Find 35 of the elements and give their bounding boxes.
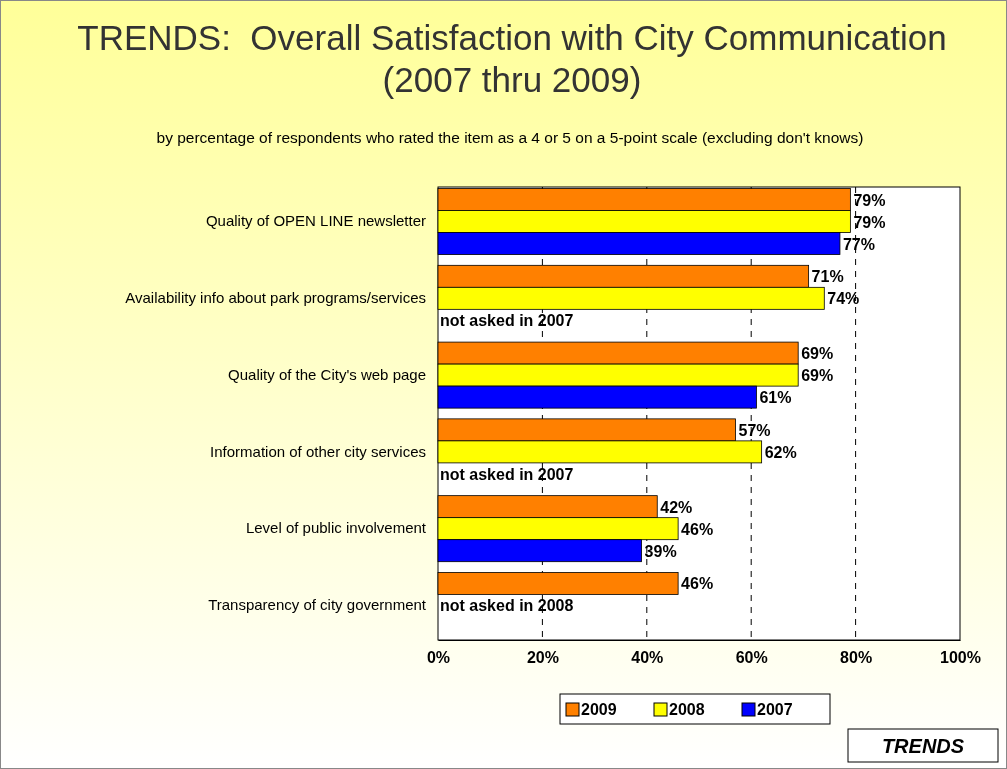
data-label: 57% — [738, 421, 771, 439]
y-tick-label: Information of other city services — [210, 442, 426, 460]
data-label: 62% — [764, 443, 797, 461]
data-label: 39% — [644, 542, 677, 560]
y-tick-label: Quality of OPEN LINE newsletter — [205, 212, 426, 230]
data-label: 71% — [811, 268, 844, 286]
y-tick-label: Transparency of city government — [208, 596, 427, 614]
chart-subtitle: by percentage of respondents who rated the item as a 4 or 5 on a 5-point scale (excluding don't knows) — [156, 129, 864, 146]
x-tick-label: 80% — [840, 649, 873, 667]
chart-title: TRENDS: Overall Satisfaction with City Communication (2007 thru 2009) — [77, 18, 947, 99]
data-label: 69% — [801, 345, 834, 363]
x-tick-label: 60% — [735, 649, 768, 667]
annotation: not asked in 2007 — [440, 465, 574, 483]
legend-label: 2007 — [757, 701, 793, 718]
legend-label: 2009 — [581, 701, 617, 718]
x-tick-label: 0% — [426, 649, 451, 667]
data-label: 61% — [759, 389, 792, 407]
annotation: not asked in 2007 — [440, 312, 574, 330]
text: TRENDS — [881, 735, 965, 757]
data-label: 46% — [681, 520, 714, 538]
data-label: 74% — [827, 290, 860, 308]
x-tick-label: 100% — [940, 649, 981, 667]
y-tick-label: Level of public involvement — [245, 519, 427, 537]
data-label: 77% — [842, 235, 875, 253]
y-tick-label: Quality of the City's web page — [228, 365, 426, 383]
data-label: 79% — [853, 191, 886, 209]
x-tick-label: 40% — [631, 649, 664, 667]
annotation: not asked in 2008 — [440, 597, 574, 615]
data-label: 79% — [853, 213, 886, 231]
x-tick-label: 20% — [526, 649, 559, 667]
data-label: 46% — [681, 575, 714, 593]
data-label: 42% — [660, 498, 693, 516]
data-label: 69% — [801, 367, 834, 385]
legend-label: 2008 — [669, 701, 705, 718]
y-tick-label: Availability info about park programs/services — [125, 289, 426, 307]
